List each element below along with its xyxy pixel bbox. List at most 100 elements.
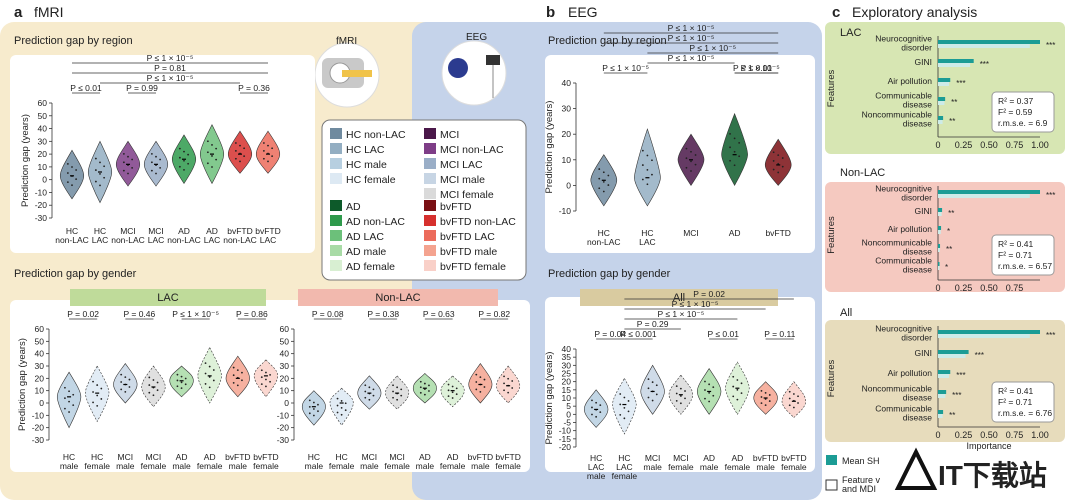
data-point (777, 171, 780, 174)
data-point (451, 385, 454, 388)
r2-value: R² = 0.37 (998, 96, 1033, 106)
data-point (239, 160, 241, 163)
y-tick-label: 60 (35, 324, 45, 334)
shap-bar (938, 40, 1040, 44)
data-point (623, 417, 626, 420)
feature-label: Noncommunicable (862, 110, 933, 120)
all-banner-label: All (673, 292, 685, 304)
watermark: IT下载站 (894, 447, 1047, 491)
data-point (690, 160, 692, 163)
data-point (269, 380, 271, 383)
y-tick-label: 10 (38, 162, 48, 172)
data-point (738, 155, 741, 158)
data-point (239, 144, 241, 147)
data-point (675, 392, 678, 395)
category-label: LAC (92, 235, 109, 245)
y-tick-label: 20 (562, 129, 572, 139)
x-axis-label: Importance (966, 441, 1011, 451)
data-point (96, 394, 99, 397)
feature-bar (938, 63, 971, 67)
category-label: LAC (148, 235, 165, 245)
category-label: AD (447, 452, 459, 462)
x-tick-label: 0 (935, 283, 940, 293)
data-point (455, 393, 458, 396)
panel-b-title: EEG (568, 4, 598, 20)
significance-stars: ** (946, 245, 952, 254)
panel-c-letter: c (832, 4, 840, 21)
violin (468, 363, 493, 404)
significance-label: P = 0.99 (126, 83, 158, 93)
feature-label: Neurocognitive (875, 324, 932, 334)
data-point (96, 404, 99, 407)
data-point (234, 142, 237, 144)
feature-label: disease (903, 100, 933, 110)
data-point (236, 384, 239, 387)
rmse-value: r.m.s.e. = 6.9 (998, 118, 1048, 128)
data-point (178, 156, 181, 159)
y-tick-label: 30 (562, 104, 572, 114)
significance-label: P ≤ 1 × 10⁻⁵ (147, 53, 194, 63)
feature-bar (938, 334, 1030, 338)
data-point (738, 141, 741, 144)
data-point (595, 415, 598, 418)
data-point (94, 169, 97, 171)
data-point (159, 166, 162, 169)
data-point (176, 379, 179, 382)
x-tick-label: 1.00 (1031, 140, 1049, 150)
data-point (641, 164, 644, 166)
data-point (788, 390, 791, 393)
y-tick-label: -20 (32, 423, 45, 433)
data-point (740, 392, 743, 394)
significance-label: P = 0.36 (238, 83, 270, 93)
data-point (234, 149, 237, 152)
x-tick-label: 0.25 (955, 140, 973, 150)
legend-label: AD LAC (346, 231, 384, 243)
data-point (595, 401, 598, 404)
data-point (772, 160, 775, 162)
data-point (619, 413, 622, 416)
data-point (312, 414, 315, 417)
y-tick-label: -30 (32, 435, 45, 445)
data-point (64, 407, 66, 410)
data-point (206, 151, 209, 154)
data-point (511, 380, 514, 382)
data-point (187, 162, 190, 165)
data-point (308, 399, 311, 402)
data-point (392, 384, 394, 387)
shap-bar (938, 330, 1040, 334)
data-point (712, 394, 715, 397)
lac-banner-label: LAC (157, 292, 178, 304)
significance-stars: ** (949, 411, 955, 420)
stats-box (991, 381, 1055, 423)
y-axis-label: Prediction gap (years) (544, 101, 555, 194)
y-tick-label: 35 (562, 352, 572, 362)
category-label: AD (419, 452, 431, 462)
data-point (598, 168, 601, 170)
feature-bar (938, 230, 941, 234)
data-point (368, 386, 371, 389)
data-point (184, 377, 187, 380)
stats-box (991, 234, 1055, 276)
legend-swatch (424, 158, 436, 169)
category-label: HC (94, 226, 106, 236)
category-label: female (495, 461, 521, 471)
data-point (507, 377, 510, 380)
significance-label: P = 0.38 (367, 309, 399, 319)
data-point (243, 155, 246, 158)
category-label: HC (335, 452, 347, 462)
data-point (740, 382, 743, 385)
data-point (178, 147, 181, 150)
violin (612, 377, 637, 435)
panel-b-letter: b (546, 4, 555, 21)
data-point (646, 154, 649, 157)
data-point (103, 176, 106, 179)
significance-stars: *** (1046, 41, 1055, 50)
data-point (312, 401, 315, 404)
feature-label: Air pollution (888, 368, 933, 378)
data-point (451, 391, 454, 394)
legend-swatch (424, 215, 436, 226)
data-point (641, 178, 644, 181)
feature-label: disease (903, 265, 933, 275)
data-point (507, 391, 510, 394)
